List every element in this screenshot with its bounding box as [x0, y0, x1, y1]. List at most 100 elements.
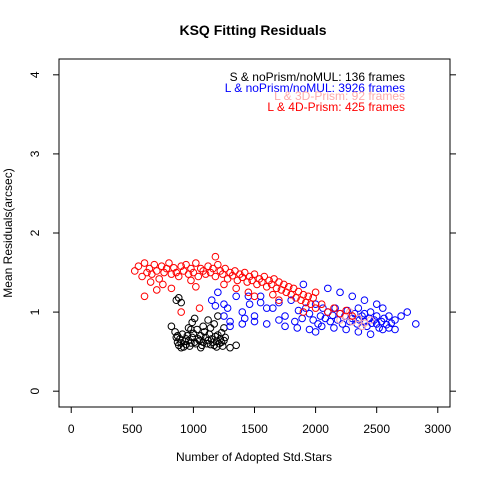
data-point: [177, 308, 185, 316]
data-point: [211, 301, 220, 310]
data-point: [187, 264, 195, 273]
data-point: [199, 322, 207, 331]
data-point: [411, 320, 420, 328]
data-point: [350, 309, 359, 318]
data-point: [200, 328, 209, 336]
data-point: [196, 264, 205, 273]
y-axis: 0 1 2 3 4: [28, 71, 456, 395]
data-point: [177, 298, 185, 307]
data-point: [177, 262, 185, 271]
data-point: [238, 320, 247, 328]
data-point: [370, 316, 379, 324]
data-point: [195, 336, 204, 345]
data-point: [172, 296, 181, 305]
data-point: [177, 343, 185, 352]
data-point: [311, 304, 320, 312]
data-point: [220, 312, 228, 320]
data-point: [353, 320, 361, 328]
data-point: [174, 294, 183, 302]
data-point: [262, 282, 271, 291]
data-point: [324, 284, 332, 293]
data-point: [299, 280, 308, 289]
data-point: [240, 268, 249, 277]
data-point: [143, 268, 151, 277]
data-point: [346, 308, 354, 316]
data-point: [130, 267, 139, 275]
data-point: [360, 309, 369, 318]
data-point: [196, 343, 205, 352]
data-point: [250, 312, 259, 320]
data-point: [354, 328, 363, 336]
x-tick-label: 2500: [363, 422, 390, 436]
data-point: [214, 260, 222, 269]
data-point: [195, 304, 204, 312]
data-point: [159, 280, 167, 289]
data-point: [173, 332, 182, 340]
x-tick-label: 2000: [302, 422, 329, 436]
data-point: [182, 335, 190, 343]
data-point: [302, 304, 310, 312]
data-point: [204, 316, 212, 324]
data-point: [304, 292, 313, 301]
data-point: [245, 272, 254, 281]
data-point: [330, 304, 338, 312]
data-point: [250, 270, 259, 278]
data-point: [319, 304, 327, 312]
data-point: [378, 304, 387, 312]
legend-entry: L & 4D-Prism: 425 frames: [267, 100, 405, 114]
data-point: [324, 308, 332, 316]
data-point: [305, 325, 314, 334]
data-point: [140, 259, 149, 267]
data-point: [209, 264, 217, 273]
data-point: [188, 318, 196, 327]
data-point: [192, 282, 200, 291]
legend-entry: L & noPrism/noMUL: 3926 frames: [225, 81, 405, 95]
data-point: [275, 278, 283, 286]
data-point: [223, 304, 232, 312]
data-point: [262, 304, 271, 312]
data-point: [333, 316, 342, 324]
data-point: [187, 276, 195, 285]
data-point: [192, 259, 200, 267]
data-point: [311, 288, 320, 297]
y-tick-label: 3: [28, 150, 42, 157]
data-point: [206, 324, 215, 332]
data-point: [228, 271, 237, 280]
data-point: [385, 312, 393, 320]
data-point: [167, 284, 176, 293]
data-point: [167, 270, 176, 278]
y-axis-label: Mean Residuals(arcsec): [1, 168, 15, 297]
data-point: [206, 268, 215, 277]
data-point: [291, 317, 299, 326]
data-point: [366, 308, 375, 316]
data-point: [146, 278, 155, 286]
data-point: [281, 322, 289, 331]
data-point: [348, 292, 357, 301]
data-point: [372, 300, 381, 308]
data-point: [171, 328, 179, 336]
data-point: [326, 317, 335, 326]
data-point: [250, 292, 259, 301]
data-point: [182, 260, 190, 269]
legend-entry: S & noPrism/noMUL: 136 frames: [230, 70, 405, 84]
data-point: [348, 317, 357, 326]
data-point: [397, 312, 405, 320]
data-point: [155, 275, 163, 283]
data-point: [342, 306, 350, 315]
data-point: [380, 314, 388, 323]
data-point: [250, 317, 259, 326]
data-point: [269, 290, 277, 299]
data-points: [130, 252, 420, 352]
x-tick-label: 500: [122, 422, 142, 436]
x-tick-label: 3000: [424, 422, 451, 436]
data-point: [336, 309, 344, 318]
data-point: [233, 276, 242, 285]
data-point: [221, 333, 229, 342]
data-point: [244, 288, 253, 297]
y-tick-label: 2: [28, 229, 42, 236]
data-point: [190, 314, 199, 323]
data-point: [201, 270, 210, 278]
data-point: [262, 320, 271, 328]
